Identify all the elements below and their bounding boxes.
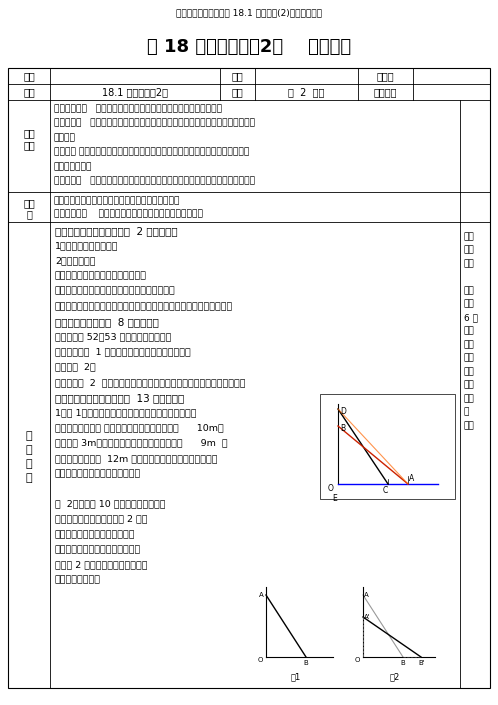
Text: 议论: 议论 xyxy=(464,353,475,362)
Text: A: A xyxy=(364,592,369,598)
Text: ⑴掌握直角三角形的三边的数目关系: ⑴掌握直角三角形的三边的数目关系 xyxy=(55,271,147,281)
Text: A': A' xyxy=(364,614,371,620)
Text: 过: 过 xyxy=(26,459,32,469)
Text: ⑵自学例  2。: ⑵自学例 2。 xyxy=(55,363,96,372)
Text: 车上的云梯救人。 如图已知云梯最多只好伸长到      10m，: 车上的云梯救人。 如图已知云梯最多只好伸长到 10m， xyxy=(55,424,224,433)
Text: 图1: 图1 xyxy=(290,672,301,681)
Text: 增补: 增补 xyxy=(464,245,475,255)
Text: 课时: 课时 xyxy=(232,87,244,97)
Text: 中遇: 中遇 xyxy=(464,381,475,389)
Text: 问题解决 ：经过小组合作，运用勾股定理解决实质问题，体验与别人合作沟通解: 问题解决 ：经过小组合作，运用勾股定理解决实质问题，体验与别人合作沟通解 xyxy=(54,147,249,157)
Text: 决问题的过程。: 决问题的过程。 xyxy=(54,162,93,171)
Text: 科任教师: 科任教师 xyxy=(374,87,397,97)
Text: ⑵假如梯子的底端在水平方向上向: ⑵假如梯子的底端在水平方向上向 xyxy=(55,545,141,554)
Text: 钟，: 钟， xyxy=(464,326,475,336)
Text: 一、导入新课、揭露目标（  2 分钟左右）: 一、导入新课、揭露目标（ 2 分钟左右） xyxy=(55,226,178,236)
Text: 来处再向着火的楼房靠近多少米？: 来处再向着火的楼房靠近多少米？ xyxy=(55,470,141,478)
Text: O: O xyxy=(354,657,360,663)
Text: O: O xyxy=(328,484,334,493)
Bar xyxy=(320,394,455,499)
Text: C: C xyxy=(382,486,387,495)
Text: 程: 程 xyxy=(26,473,32,483)
Text: ⑵会用勾股定理进行计算和解决简单的实质问题: ⑵会用勾股定理进行计算和解决简单的实质问题 xyxy=(55,287,176,296)
Text: 议论: 议论 xyxy=(464,232,475,241)
Text: 重难: 重难 xyxy=(23,198,35,208)
Text: 1、复习勾股定理的内容: 1、复习勾股定理的内容 xyxy=(55,241,119,250)
Text: D: D xyxy=(340,407,346,416)
Text: B: B xyxy=(400,660,405,666)
Text: 教: 教 xyxy=(26,431,32,441)
Text: 外滑动 2 米，那么梯子的顶端沿墙: 外滑动 2 米，那么梯子的顶端沿墙 xyxy=(55,560,147,570)
Text: 地址: 地址 xyxy=(232,71,244,81)
Text: 时间: 时间 xyxy=(23,71,35,81)
Text: 教课: 教课 xyxy=(23,128,35,138)
Text: 6 分: 6 分 xyxy=(464,313,478,322)
Text: B: B xyxy=(340,424,345,433)
Bar xyxy=(8,68,490,688)
Text: 1、例 1．现有一楼房发生火灾，消防队员决定用消防: 1、例 1．现有一楼房发生火灾，消防队员决定用消防 xyxy=(55,408,197,417)
Text: 18.1 勾股定理（2）: 18.1 勾股定理（2） xyxy=(102,87,168,97)
Text: 感情态度：   培育学生的数学思想以及合情推理意识，感悟勾股定理的应用价值。: 感情态度： 培育学生的数学思想以及合情推理意识，感悟勾股定理的应用价值。 xyxy=(54,176,255,185)
Text: 自学: 自学 xyxy=(464,300,475,309)
Text: 难点：灵巧运    用勾股定理进行计算和解决简单的实质问题: 难点：灵巧运 用勾股定理进行计算和解决简单的实质问题 xyxy=(54,209,203,218)
Text: 目标: 目标 xyxy=(23,140,35,150)
Text: 疑: 疑 xyxy=(464,407,470,417)
Text: B': B' xyxy=(419,660,425,666)
Text: 例  2．一个长 10 米的梯子，斜靠在一: 例 2．一个长 10 米的梯子，斜靠在一 xyxy=(55,500,165,508)
Text: O: O xyxy=(257,657,262,663)
Text: 点: 点 xyxy=(26,209,32,219)
Text: 学: 学 xyxy=(26,445,32,455)
Text: ⑶培育学生的数学思想以及合情推理意识，感悟勾股定理的应用价值。: ⑶培育学生的数学思想以及合情推理意识，感悟勾股定理的应用价值。 xyxy=(55,302,233,311)
Text: 二、出示自学纲要（  8 分钟左右）: 二、出示自学纲要（ 8 分钟左右） xyxy=(55,317,159,327)
Text: 数学思虑：   经过运用勾股定理解决实质问题，进一步发展学生的逻理及解决问题: 数学思虑： 经过运用勾股定理解决实质问题，进一步发展学生的逻理及解决问题 xyxy=(54,118,255,128)
Text: 处救人后，还要从  12m 高处救人，这时消防车至后至少原: 处救人后，还要从 12m 高处救人，这时消防车至后至少原 xyxy=(55,454,218,463)
Text: 到的: 到的 xyxy=(464,394,475,403)
Text: ⑴自学课本例  1 并依据课本的剖析写出解体过程。: ⑴自学课本例 1 并依据课本的剖析写出解体过程。 xyxy=(55,348,191,357)
Text: 图2: 图2 xyxy=(390,672,400,681)
Text: E: E xyxy=(333,494,337,503)
Text: 记录: 记录 xyxy=(464,259,475,268)
Text: 的能力。: 的能力。 xyxy=(54,133,76,142)
Text: 三、合作研究，解决疑难（  13 分钟左右）: 三、合作研究，解决疑难（ 13 分钟左右） xyxy=(55,393,184,403)
Text: 难。: 难。 xyxy=(464,421,475,430)
Text: 知识与技术：   掌握勾股定理并会用勾股定理解决简单的实质问题。: 知识与技术： 掌握勾股定理并会用勾股定理解决简单的实质问题。 xyxy=(54,104,222,113)
Text: 向下滑动多少米？: 向下滑动多少米？ xyxy=(55,575,101,584)
Text: ⑴求梯子的顶端距地面有多高？: ⑴求梯子的顶端距地面有多高？ xyxy=(55,530,135,539)
Text: 面墙上，梯子的底端离墙角 2 米。: 面墙上，梯子的底端离墙角 2 米。 xyxy=(55,515,147,524)
Text: 阅读课本第 52～53 页，解决以下问题：: 阅读课本第 52～53 页，解决以下问题： xyxy=(55,332,171,341)
Text: 沪科版数学八年级下册 18.1 勾股定理(2)课程教学设计: 沪科版数学八年级下册 18.1 勾股定理(2)课程教学设计 xyxy=(176,8,322,17)
Text: 课题: 课题 xyxy=(23,87,35,97)
Text: 要点：用勾股定理进行计算和解决简单的实质问题。: 要点：用勾股定理进行计算和解决简单的实质问题。 xyxy=(54,196,180,205)
Text: 主备人: 主备人 xyxy=(376,71,394,81)
Text: 2、揭露目标：: 2、揭露目标： xyxy=(55,257,96,265)
Text: ⑶经过对例  2  的学习，你以为如何求直角三角形的斜边上的高才简单？: ⑶经过对例 2 的学习，你以为如何求直角三角形的斜边上的高才简单？ xyxy=(55,378,246,387)
Text: 消防车高 3m，救人时云梯伸至最长，在达成从      9m  高: 消防车高 3m，救人时云梯伸至最长，在达成从 9m 高 xyxy=(55,439,228,448)
Text: A: A xyxy=(409,474,414,483)
Text: 小组: 小组 xyxy=(464,286,475,295)
Text: B: B xyxy=(304,660,308,666)
Text: 第 18 章勾股定理（2）    教课方案: 第 18 章勾股定理（2） 教课方案 xyxy=(147,38,351,56)
Text: A: A xyxy=(259,592,264,598)
Text: 而后: 而后 xyxy=(464,340,475,349)
Text: 自学: 自学 xyxy=(464,367,475,376)
Text: 第  2  课时: 第 2 课时 xyxy=(288,87,325,97)
